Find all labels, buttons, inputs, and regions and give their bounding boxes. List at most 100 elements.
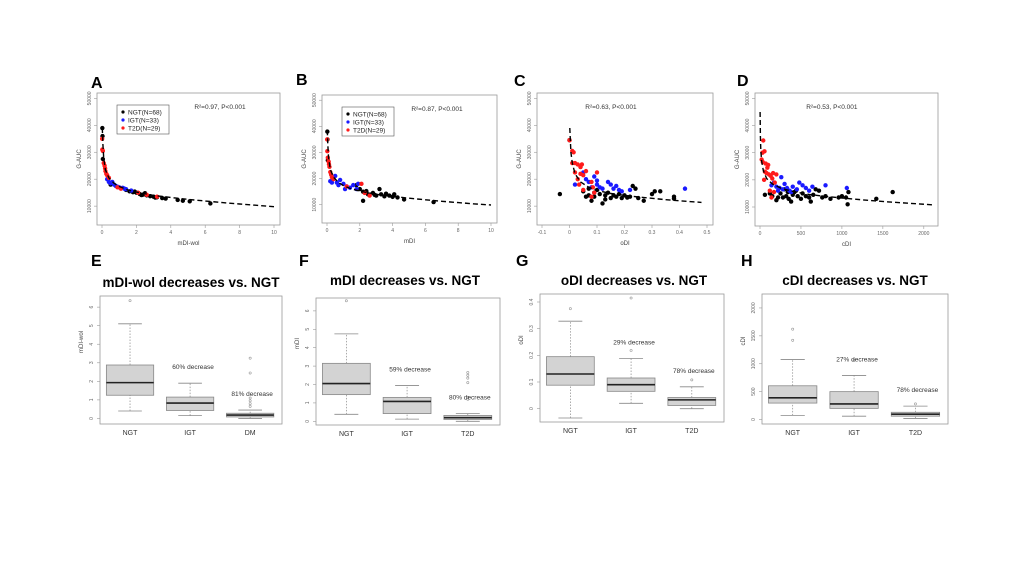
- data-point: [336, 182, 341, 188]
- box-igt: IGT: [829, 358, 879, 437]
- panel-letter: B: [296, 72, 308, 89]
- box-ngt: NGT: [322, 299, 371, 438]
- data-point: [844, 185, 850, 191]
- plot-frame: [536, 92, 714, 226]
- y-tick-label: 10000: [745, 200, 751, 214]
- data-point: [808, 199, 813, 204]
- data-point: [614, 183, 619, 189]
- legend-label: NGT(N=68): [353, 111, 387, 118]
- panel-letter: G: [516, 253, 528, 270]
- decrease-annotation: 78% decrease: [897, 387, 939, 394]
- y-tick-label: 30000: [312, 145, 318, 159]
- y-tick-label: 50000: [312, 93, 318, 107]
- data-point: [597, 191, 602, 197]
- data-point: [572, 182, 578, 187]
- y-tick-label: 20000: [87, 172, 93, 186]
- data-point: [795, 193, 800, 199]
- panel-a: A 10000 20000 30000 40000 50000 0 2 4 6 8 10 mDI-wol…: [77, 75, 281, 247]
- box-iqr: [768, 385, 818, 404]
- x-tick-label: -0.1: [538, 230, 547, 236]
- data-point: [767, 188, 773, 193]
- data-point: [367, 193, 372, 198]
- box-igt: IGT: [382, 385, 432, 438]
- box-ngt: NGT: [546, 307, 595, 435]
- data-point: [576, 182, 582, 187]
- y-tick-label: 0: [305, 420, 311, 423]
- data-point: [845, 202, 850, 207]
- data-point: [608, 182, 613, 187]
- box-plot-title: mDI decreases vs. NGT: [330, 273, 481, 288]
- data-point: [803, 185, 809, 191]
- x-tick-label: 0: [326, 228, 329, 234]
- y-tick-label: 1: [305, 401, 311, 404]
- data-point: [780, 187, 786, 192]
- x-tick-label: 6: [424, 228, 427, 234]
- x-tick-label: 0: [568, 230, 571, 236]
- y-axis-label: G-AUC: [302, 149, 308, 169]
- box-plot-title: mDI-wol decreases vs. NGT: [102, 275, 280, 290]
- outlier-point: [466, 395, 470, 399]
- y-tick-label: 1: [89, 398, 95, 401]
- x-axis-label: mDI: [404, 239, 415, 245]
- panel-letter: H: [741, 253, 753, 270]
- outlier-point: [248, 402, 252, 405]
- data-point: [641, 198, 646, 203]
- data-point: [762, 149, 767, 154]
- data-point: [603, 197, 608, 202]
- y-tick-label: 2000: [751, 302, 757, 313]
- y-tick-label: 40000: [527, 118, 533, 132]
- box-t2d: T2D: [667, 378, 717, 435]
- y-tick-label: 1000: [751, 358, 757, 369]
- plot-frame: [754, 92, 939, 227]
- outlier-point: [248, 371, 252, 375]
- category-label: T2D: [461, 431, 474, 438]
- box-iqr: [322, 362, 371, 396]
- data-point: [788, 199, 794, 204]
- category-label: NGT: [785, 430, 801, 437]
- outlier-point: [466, 373, 470, 377]
- legend-label: IGT(N=33): [353, 119, 384, 126]
- data-point: [592, 190, 597, 195]
- data-point: [772, 180, 777, 185]
- box-t2d: T2D: [443, 371, 493, 438]
- outlier-point: [629, 349, 633, 352]
- category-label: IGT: [401, 431, 413, 438]
- data-point: [652, 189, 657, 194]
- data-point: [671, 196, 677, 201]
- data-point: [383, 191, 389, 196]
- data-point: [630, 183, 635, 189]
- y-tick-label: 2: [305, 383, 311, 386]
- series-t2d: [567, 137, 600, 199]
- data-point: [627, 187, 633, 193]
- panel-letter: E: [91, 253, 102, 270]
- data-point: [605, 179, 611, 185]
- x-tick-label: 0.4: [676, 230, 683, 236]
- box-dm: DM: [226, 356, 275, 437]
- x-tick-label: 4: [391, 228, 394, 234]
- y-tick-label: 50000: [745, 91, 751, 105]
- data-point: [823, 183, 828, 188]
- data-point: [816, 188, 822, 193]
- data-point: [594, 182, 600, 187]
- data-point: [633, 186, 638, 191]
- x-tick-label: 2: [358, 228, 361, 234]
- outlier-point: [248, 396, 252, 400]
- data-point: [649, 191, 655, 197]
- y-tick-label: 10000: [527, 199, 533, 213]
- x-tick-label: 0.2: [621, 230, 628, 236]
- x-tick-label: 1000: [836, 231, 847, 237]
- data-point: [154, 194, 160, 199]
- decrease-annotation: 81% decrease: [231, 391, 273, 398]
- data-point: [611, 186, 616, 191]
- box-iqr: [546, 356, 595, 386]
- x-tick-label: 4: [169, 230, 172, 236]
- data-point: [589, 198, 594, 203]
- r-squared-annotation: R²=0.97, P<0.001: [194, 104, 246, 111]
- category-label: NGT: [563, 428, 579, 435]
- plot-frame: [99, 295, 283, 425]
- data-point: [774, 172, 779, 177]
- data-point: [337, 177, 343, 183]
